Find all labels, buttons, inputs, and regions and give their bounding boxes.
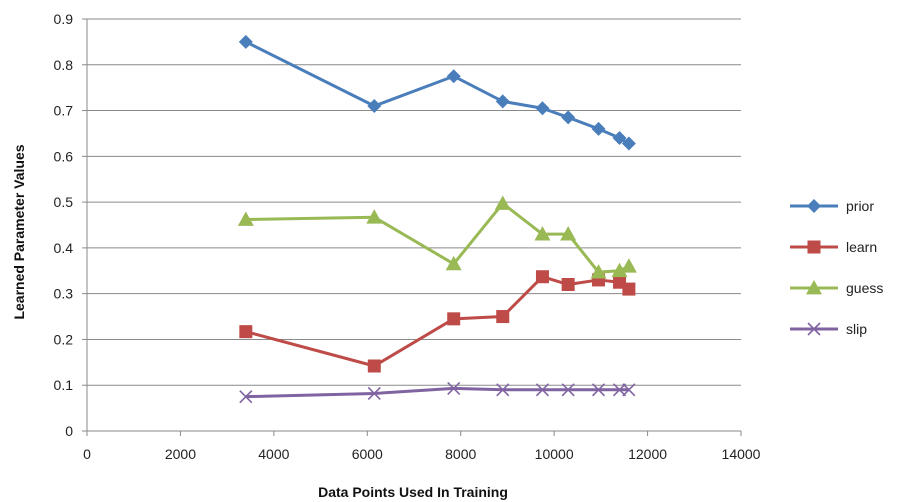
marker-stroke	[561, 383, 575, 397]
legend-item-guess: guess	[790, 280, 883, 296]
data-point-prior	[612, 131, 627, 146]
x-tick-label: 10000	[535, 446, 574, 462]
y-tick-label: 0.2	[54, 331, 74, 347]
y-tick-label: 0.6	[54, 148, 74, 164]
data-point-slip	[622, 383, 636, 397]
data-point-learn	[367, 359, 381, 373]
gridlines	[87, 18, 741, 386]
y-tick-label: 0.8	[54, 57, 74, 73]
y-tick-label: 0.4	[54, 240, 74, 256]
data-point-prior	[561, 110, 576, 125]
series-line-prior	[245, 40, 630, 145]
y-tick-label: 0	[65, 423, 73, 439]
marker-stroke	[496, 383, 510, 397]
data-point-slip	[496, 383, 510, 397]
data-point-slip	[535, 383, 550, 397]
data-point-guess	[237, 211, 254, 226]
data-point-slip	[561, 383, 575, 397]
data-point-slip	[612, 383, 627, 397]
y-axis-ticks: 0 0.1 0.2 0.3 0.4 0.5 0.6 0.7 0.8 0.9	[54, 11, 87, 439]
data-point-prior	[535, 101, 550, 116]
legend-item-slip: slip	[790, 321, 867, 337]
data-point-prior	[495, 94, 510, 109]
series-layer	[237, 34, 637, 404]
series-guess	[237, 195, 637, 279]
y-tick-label: 0.3	[54, 286, 74, 302]
legend: prior learn guess slip	[790, 198, 883, 337]
marker-stroke	[239, 390, 253, 404]
series-learn	[239, 270, 636, 373]
legend-marker	[807, 240, 821, 254]
legend-label: guess	[846, 280, 883, 296]
y-tick-label: 0.7	[54, 103, 74, 119]
x-tick-label: 2000	[165, 446, 196, 462]
data-point-prior	[367, 98, 382, 113]
x-tick-label: 4000	[258, 446, 289, 462]
data-point-slip	[447, 381, 461, 395]
marker-stroke	[535, 383, 550, 397]
series-slip	[239, 381, 636, 404]
data-point-guess	[494, 195, 511, 210]
legend-marker	[807, 322, 821, 336]
data-point-guess	[445, 255, 462, 271]
data-point-learn	[496, 310, 510, 324]
y-axis-title: Learned Parameter Values	[11, 144, 27, 319]
series-prior	[238, 34, 636, 151]
data-point-slip	[591, 383, 606, 397]
marker-stroke	[612, 383, 627, 397]
data-point-guess	[366, 209, 383, 224]
legend-item-learn: learn	[790, 239, 877, 255]
data-point-prior	[591, 121, 606, 136]
x-axis-ticks: 0 2000 4000 6000 8000 10000 12000 14000	[83, 431, 761, 462]
x-tick-label: 8000	[445, 446, 476, 462]
x-tick-label: 0	[83, 446, 91, 462]
x-tick-label: 14000	[722, 446, 761, 462]
data-point-learn	[447, 312, 461, 326]
data-point-prior	[238, 34, 253, 49]
legend-label: slip	[846, 321, 867, 337]
legend-label: learn	[846, 239, 877, 255]
data-point-learn	[239, 325, 253, 339]
marker-stroke	[622, 383, 636, 397]
y-tick-label: 0.9	[54, 11, 74, 27]
x-axis-title: Data Points Used In Training	[318, 484, 508, 500]
data-point-learn	[622, 282, 636, 296]
marker-stroke	[591, 383, 606, 397]
legend-marker	[807, 199, 821, 213]
data-point-guess	[590, 264, 607, 279]
data-point-guess	[560, 226, 577, 241]
marker-stroke	[367, 386, 381, 401]
data-point-prior	[446, 69, 461, 84]
x-tick-label: 12000	[628, 446, 667, 462]
data-point-prior	[621, 136, 636, 151]
data-point-slip	[239, 390, 253, 404]
legend-marker	[806, 280, 822, 295]
data-point-learn	[535, 270, 549, 284]
data-point-guess	[534, 226, 551, 241]
legend-label: prior	[846, 198, 874, 214]
marker-stroke	[447, 381, 461, 395]
data-point-slip	[367, 386, 381, 401]
x-tick-label: 6000	[352, 446, 383, 462]
marker-stroke	[807, 322, 821, 336]
legend-item-prior: prior	[790, 198, 874, 214]
data-point-guess	[611, 262, 628, 278]
y-tick-label: 0.5	[54, 194, 74, 210]
y-tick-label: 0.1	[54, 377, 74, 393]
data-point-learn	[561, 278, 575, 292]
data-point-guess	[620, 258, 637, 273]
